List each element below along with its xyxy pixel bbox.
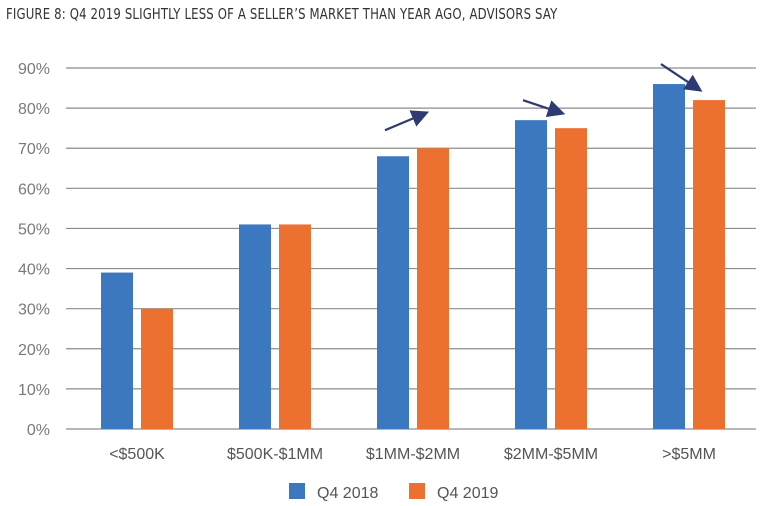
y-tick-label: 90% [18, 61, 50, 78]
bars [101, 84, 725, 430]
x-tick-label: $1MM-$2MM [366, 446, 460, 463]
arrow-down-icon [522, 99, 566, 118]
bar-q4-2019 [279, 224, 311, 429]
legend-swatch [409, 483, 425, 499]
arrow-up-icon [384, 110, 430, 132]
x-tick-label: <$500K [109, 446, 165, 463]
y-tick-label: 0% [27, 422, 50, 439]
x-axis-ticks: <$500K $500K-$1MM $1MM-$2MM $2MM-$5MM >$5MM [109, 446, 716, 463]
y-tick-label: 10% [18, 382, 50, 399]
bar-q4-2018 [515, 120, 547, 430]
y-tick-label: 40% [18, 262, 50, 279]
x-tick-label: >$5MM [662, 446, 716, 463]
legend-label: Q4 2019 [437, 485, 498, 502]
y-tick-label: 80% [18, 101, 50, 118]
y-tick-label: 20% [18, 342, 50, 359]
bar-q4-2019 [417, 148, 449, 429]
arrow-down-icon [660, 63, 703, 92]
bar-q4-2018 [239, 224, 271, 429]
chart-title: FIGURE 8: Q4 2019 SLIGHTLY LESS OF A SEL… [6, 5, 558, 23]
bar-q4-2019 [555, 128, 587, 429]
y-axis-ticks: 0% 10% 20% 30% 40% 50% 60% 70% 80% 90% [18, 61, 50, 439]
legend-label: Q4 2018 [317, 485, 378, 502]
y-tick-label: 70% [18, 141, 50, 158]
bar-q4-2018 [377, 156, 409, 429]
legend: Q4 2018 Q4 2019 [289, 483, 498, 502]
bar-q4-2019 [141, 308, 173, 429]
y-tick-label: 30% [18, 302, 50, 319]
y-tick-label: 60% [18, 181, 50, 198]
bar-q4-2018 [653, 84, 685, 430]
legend-swatch [289, 483, 305, 499]
bar-q4-2019 [693, 100, 725, 429]
x-tick-label: $500K-$1MM [227, 446, 323, 463]
gridlines [66, 67, 756, 430]
y-tick-label: 50% [18, 221, 50, 238]
x-tick-label: $2MM-$5MM [504, 446, 598, 463]
annotation-arrows [384, 63, 703, 132]
bar-q4-2018 [101, 272, 133, 429]
